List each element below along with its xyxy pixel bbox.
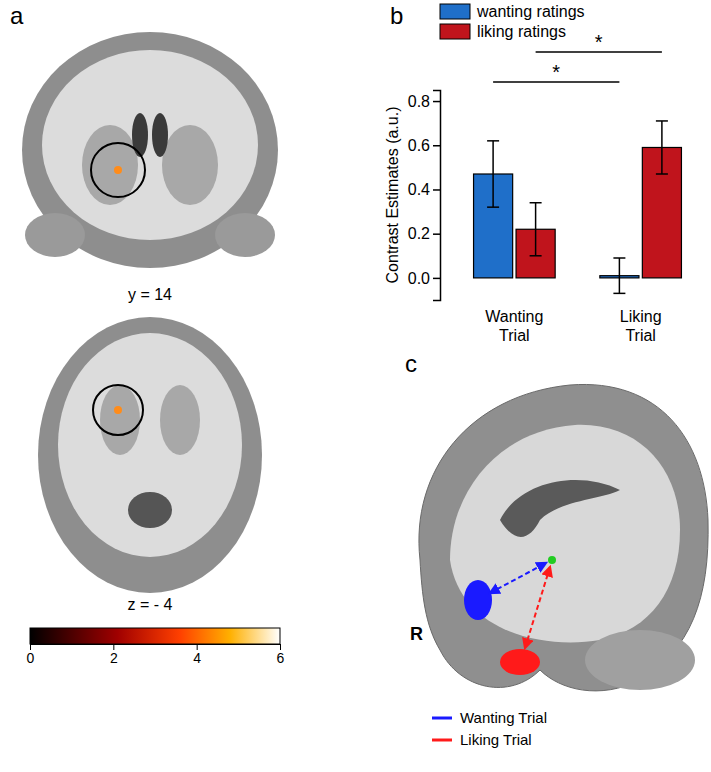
error-cap <box>656 173 668 175</box>
brain-cortex <box>38 317 262 593</box>
colorbar-tick-label: 6 <box>277 650 285 666</box>
x-tick-label: WantingTrial <box>485 308 543 344</box>
striatum <box>162 125 218 205</box>
white-matter <box>42 50 258 240</box>
ventricle <box>132 113 148 157</box>
striatum <box>100 385 140 455</box>
legend-entry: liking ratings <box>477 23 566 40</box>
ventricle <box>152 113 168 157</box>
y-tick-mark <box>433 145 440 147</box>
y-tick-label: 0.0 <box>408 270 430 287</box>
panel-b: 0.0 0.2 0.4 0.6 0.8 Contrast Estimates (a.u.)… <box>384 3 681 344</box>
error-cap <box>613 293 625 295</box>
y-tick-label: 0.8 <box>408 93 430 110</box>
y-axis-title: Contrast Estimates (a.u.) <box>384 107 401 284</box>
figure: a b c y = 14 z = - 4 0 2 4 6 0.0 0.2 0.4 0.6 0.8 Contr… <box>0 0 711 772</box>
y-tick: 0.4 <box>408 181 440 198</box>
error-cap <box>487 206 499 208</box>
side-label: R <box>410 624 423 644</box>
error-bar <box>492 141 494 207</box>
brain-cortex <box>22 32 278 268</box>
wanting-cluster <box>464 580 492 620</box>
colorbar <box>30 628 280 644</box>
connectivity-arrow <box>525 567 550 648</box>
legend-entry: Wanting Trial <box>460 709 547 726</box>
error-cap <box>656 120 668 122</box>
y-tick-mark <box>433 189 440 191</box>
striatum <box>160 385 200 455</box>
liking-cluster <box>500 649 540 675</box>
midbrain <box>128 492 172 528</box>
legend-swatch <box>432 739 452 742</box>
temporal-lobe <box>25 213 85 257</box>
colorbar-axis: 0 2 4 6 <box>27 644 285 666</box>
colorbar-tick: 4 <box>193 644 201 666</box>
y-tick: 0.2 <box>408 225 440 242</box>
cerebellum <box>585 630 695 690</box>
temporal-lobe <box>215 213 275 257</box>
y-axis: 0.0 0.2 0.4 0.6 0.8 <box>408 91 441 301</box>
legend-entry: wanting ratings <box>476 3 585 20</box>
legend-entry: Liking Trial <box>460 731 532 748</box>
striatum <box>82 125 138 205</box>
highlight-ring <box>91 143 145 197</box>
y-axis-line <box>433 91 441 301</box>
legend-swatch <box>440 4 470 19</box>
significance-star: * <box>595 31 603 53</box>
colorbar-axis-line <box>31 644 281 645</box>
slice-caption: z = - 4 <box>128 596 173 613</box>
activation <box>114 406 122 414</box>
y-tick-mark <box>433 101 440 103</box>
error-cap <box>487 140 499 142</box>
error-cap <box>613 257 625 259</box>
colorbar-tick: 2 <box>110 644 118 666</box>
activation <box>114 166 122 174</box>
slice-caption: y = 14 <box>128 286 172 303</box>
colorbar-tick: 0 <box>27 644 35 666</box>
y-tick-label: 0.2 <box>408 225 430 242</box>
panel-c: R Wanting Trial Liking Trial <box>410 384 708 748</box>
error-bar <box>619 258 621 293</box>
panel-label: a <box>10 2 24 29</box>
x-tick-label: LikingTrial <box>620 308 662 344</box>
highlight-ring <box>93 385 143 435</box>
panel-a: y = 14 z = - 4 0 2 4 6 <box>22 32 285 666</box>
plot-area <box>474 121 682 293</box>
white-matter <box>450 425 680 643</box>
y-tick: 0.8 <box>408 93 440 110</box>
colorbar-tick-label: 0 <box>27 650 35 666</box>
colorbar-tick: 6 <box>277 644 285 666</box>
colorbar-tick-label: 2 <box>110 650 118 666</box>
brain-surface <box>419 384 708 690</box>
colorbar-tick-label: 4 <box>193 650 201 666</box>
y-tick: 0.0 <box>408 270 440 287</box>
y-tick-label: 0.6 <box>408 137 430 154</box>
panel-label: c <box>405 350 417 377</box>
seed-region <box>548 556 556 564</box>
error-cap <box>530 202 542 204</box>
error-cap <box>530 255 542 257</box>
legend-swatch <box>440 24 470 39</box>
y-tick-label: 0.4 <box>408 181 430 198</box>
y-tick-mark <box>433 278 440 280</box>
connectivity-arrow <box>490 563 546 593</box>
significance-star: * <box>552 61 560 83</box>
white-matter <box>58 333 242 557</box>
y-tick-mark <box>433 233 440 235</box>
error-bar <box>661 121 663 174</box>
panel-label: b <box>390 2 403 29</box>
corpus-callosum <box>500 480 620 537</box>
error-bar <box>535 203 537 256</box>
legend-swatch <box>432 717 452 720</box>
y-tick: 0.6 <box>408 137 440 154</box>
